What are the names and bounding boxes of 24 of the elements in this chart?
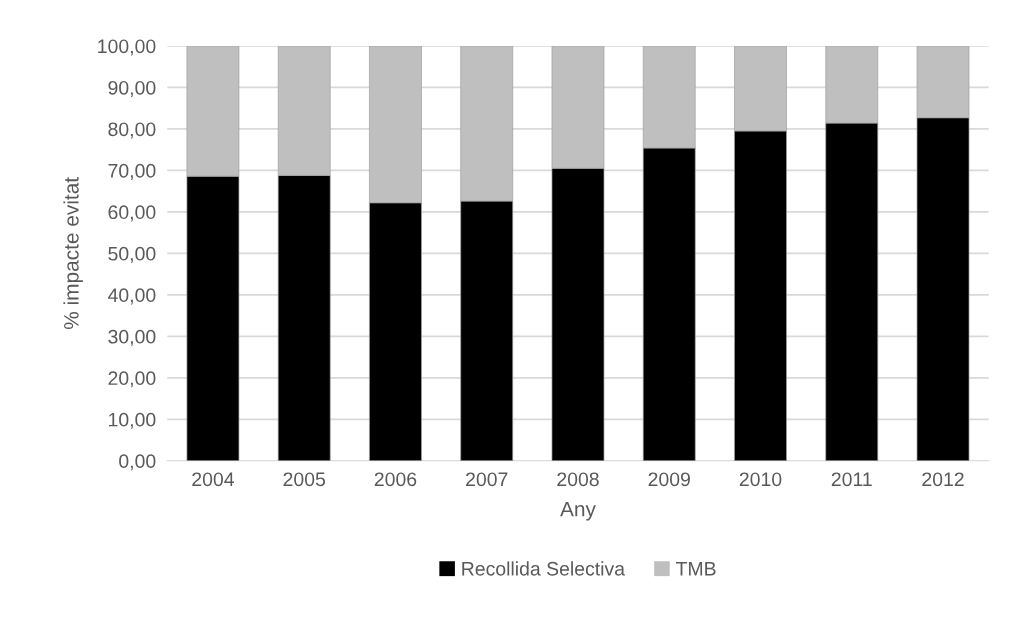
y-tick-label: 50,00: [108, 246, 156, 263]
y-tick-label: 0,00: [119, 454, 156, 471]
legend-label: Recollida Selectiva: [462, 561, 626, 576]
x-tick-label: 2007: [466, 472, 508, 487]
y-axis-title: % impacte evitat: [63, 177, 83, 330]
x-tick-label: 2008: [557, 472, 599, 487]
y-tick-label: 10,00: [109, 412, 156, 429]
x-tick-label: 2004: [192, 472, 234, 487]
x-tick-label: 2009: [648, 472, 690, 487]
y-tick-label: 70,00: [108, 163, 156, 180]
y-tick-label: 40,00: [107, 288, 156, 305]
legend-label: TMB: [676, 562, 716, 576]
x-axis-title: Any: [560, 501, 596, 521]
x-tick-label: 2012: [922, 472, 964, 487]
x-tick-label: 2005: [283, 472, 326, 487]
x-tick-label: 2006: [374, 472, 417, 487]
x-tick-label: 2010: [739, 472, 782, 487]
y-tick-label: 100,00: [98, 39, 156, 56]
y-tick-label: 20,00: [108, 371, 156, 388]
x-tick-label: 2011: [831, 472, 872, 487]
y-tick-label: 80,00: [108, 122, 156, 139]
y-tick-label: 60,00: [108, 205, 156, 222]
y-tick-label: 90,00: [108, 80, 156, 97]
y-tick-label: 30,00: [108, 329, 156, 346]
